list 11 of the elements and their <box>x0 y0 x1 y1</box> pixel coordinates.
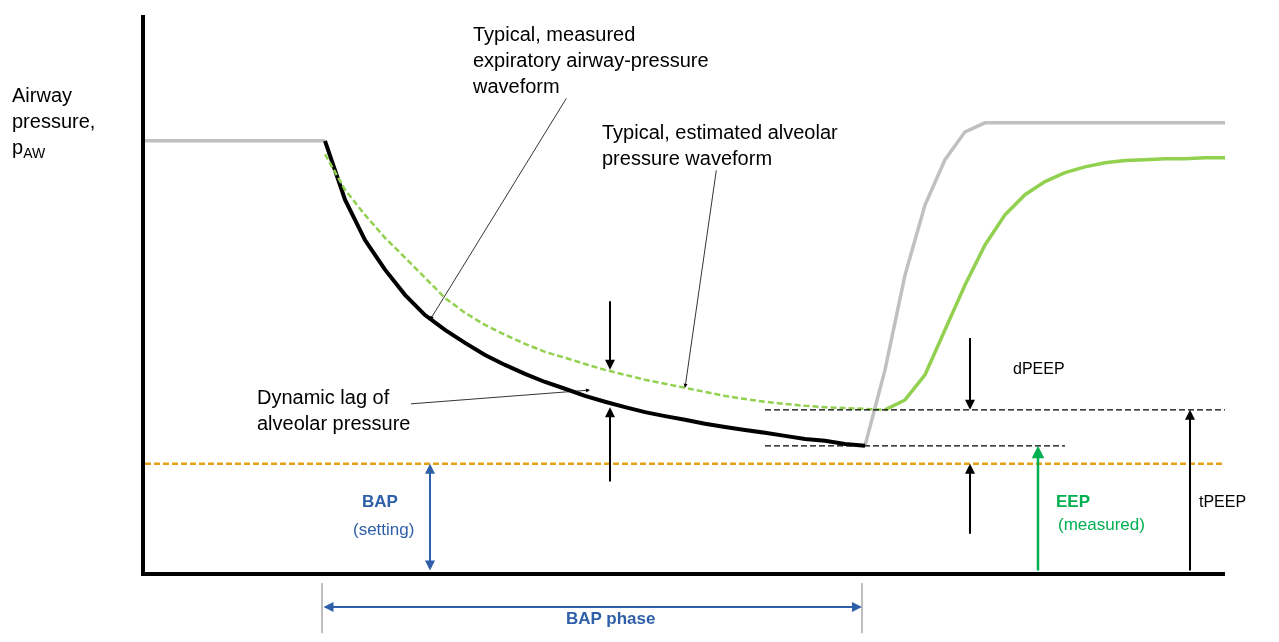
annotation: EEP <box>1056 492 1091 511</box>
annotation: Typical, estimated alveolar pressure waveform <box>602 121 838 169</box>
text: Typical, measured expiratory airway-pressure waveform <box>472 23 709 97</box>
annotation: (measured) <box>1058 515 1145 534</box>
y-axis-title: Airway pressure, p$_{AW}$ <box>12 84 96 162</box>
annotation: Dynamic lag of alveolar pressure <box>257 386 411 434</box>
text: BAP phase <box>566 609 656 628</box>
annotation: (setting) <box>353 520 415 539</box>
annotation: dPEEP <box>1013 360 1065 377</box>
annotation: tPEEP <box>1199 493 1247 510</box>
annotation: BAP <box>362 492 398 511</box>
